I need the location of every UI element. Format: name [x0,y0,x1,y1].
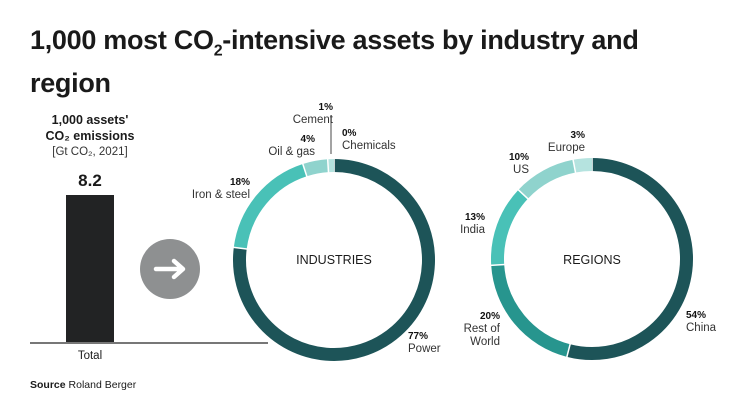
regions-separator [565,343,572,358]
industries-segment-power [233,159,435,361]
source-note: Source Roland Berger [30,379,137,391]
regions-segment-rest-of-world [491,264,571,357]
regions-segment-india [491,189,528,266]
regions-segment-us [518,159,576,199]
regions-separator [572,158,577,174]
page-title: 1,000 most CO2-intensive assets by indus… [30,25,639,99]
regions-separator [517,188,530,200]
bar-total [66,195,114,343]
regions-center-label: REGIONS [563,253,621,267]
industries-separator [301,162,308,178]
label-iron-steel: 18% Iron & steel [191,177,250,201]
label-china: 54% China [686,310,717,334]
label-oil-gas: 4% Oil & gas [268,134,315,158]
industries-separator [232,246,248,250]
label-india: 13% India [460,212,485,236]
industries-separator [326,158,330,174]
label-rest-of-world: 20% Rest of World [463,311,500,348]
label-us: 10% US [508,152,529,176]
bar-value-label: 8.2 [78,171,102,190]
industries-segment-oil-gas [302,159,329,177]
x-axis-line [30,342,268,344]
label-chemicals: 0% Chemicals [342,128,396,152]
regions-separator [490,263,506,267]
bar-category-label: Total [77,350,103,362]
bar-chart-title: 1,000 assets' CO₂ emissions [Gt CO₂, 2021] [45,113,135,158]
arrow-right-icon [140,239,200,299]
regions-segment-europe [573,158,593,173]
label-power: 77% Power [408,331,441,355]
industries-segment-iron-steel [233,163,307,250]
label-cement: 1% Cement [292,102,333,126]
label-europe: 3% Europe [547,130,585,154]
industries-center-label: INDUSTRIES [296,253,372,267]
regions-segment-china [566,158,693,360]
